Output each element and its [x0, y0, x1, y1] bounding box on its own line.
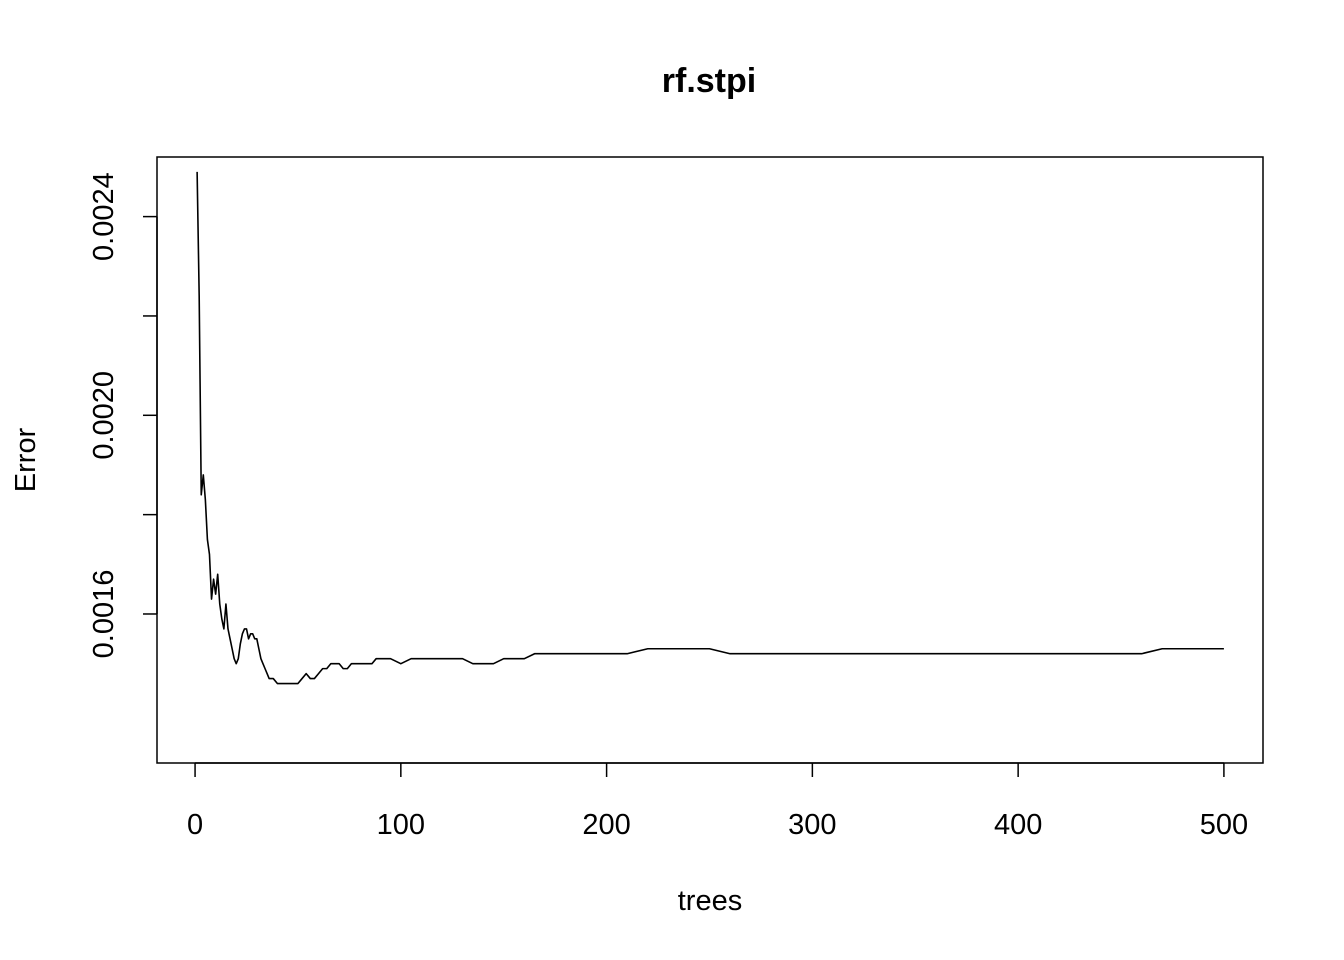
- chart-title: rf.stpi: [662, 62, 756, 100]
- x-tick-label: 0: [187, 809, 203, 841]
- y-tick-label: 0.0024: [88, 172, 120, 261]
- x-tick-label: 400: [994, 809, 1042, 841]
- y-axis: 0.0016 0.0020 0.0024: [88, 172, 158, 659]
- x-tick-label: 300: [788, 809, 836, 841]
- x-axis-label: trees: [678, 885, 742, 917]
- error-series-line: [196, 171, 1224, 685]
- x-tick-label: 500: [1200, 809, 1248, 841]
- x-tick-label: 200: [582, 809, 630, 841]
- x-tick-label: 100: [377, 809, 425, 841]
- y-tick-label: 0.0020: [88, 371, 120, 460]
- x-axis: 0 100 200 300 400 500: [187, 762, 1248, 841]
- y-axis-label: Error: [10, 427, 42, 492]
- y-tick-label: 0.0016: [88, 570, 120, 659]
